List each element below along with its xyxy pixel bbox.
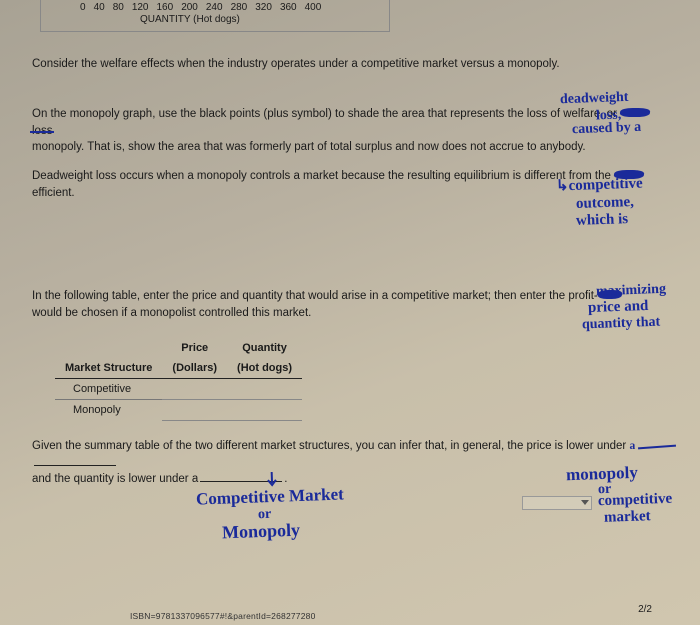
hand-answer1-b: Monopoly: [222, 521, 301, 543]
dropdown[interactable]: [522, 496, 592, 510]
col-structure: Market Structure: [55, 358, 162, 379]
table-row: Monopoly: [55, 400, 302, 421]
input-cell[interactable]: [227, 400, 302, 421]
blank-1[interactable]: [34, 465, 116, 466]
hand-whichis: which is: [576, 212, 629, 230]
hand-answer2-c: market: [604, 509, 651, 526]
hand-competitive: ↳competitive: [556, 176, 643, 195]
col-price: Price: [162, 338, 227, 358]
hand-answer2-a: monopoly: [566, 464, 638, 484]
hand-outcome: outcome,: [576, 195, 634, 213]
col-qty-unit: (Hot dogs): [227, 358, 302, 379]
input-cell[interactable]: [227, 379, 302, 400]
table-row: Competitive: [55, 379, 302, 400]
paragraph-monopoly-graph: On the monopoly graph, use the black poi…: [32, 106, 652, 156]
market-table: Price Quantity Market Structure (Dollars…: [55, 338, 302, 421]
hand-price-and: price and: [588, 299, 649, 317]
hand-caused: caused by a: [572, 121, 642, 138]
paragraph-intro: Consider the welfare effects when the in…: [32, 56, 652, 73]
hand-answer2-b: competitive: [598, 492, 673, 510]
chevron-down-icon: [581, 500, 589, 505]
input-cell[interactable]: [162, 379, 227, 400]
hand-deadweight: deadweight: [560, 91, 629, 108]
x-axis-ticks: 04080120160200240280320360400: [80, 2, 329, 13]
hand-maximizing: maximizing: [596, 283, 666, 300]
scribble-icon: [619, 108, 650, 117]
paragraph-summary: Given the summary table of the two diffe…: [32, 438, 652, 488]
hand-quantity-that: quantity that: [582, 316, 661, 333]
hand-letter-a: a: [629, 440, 635, 452]
col-qty: Quantity: [227, 338, 302, 358]
hand-answer1-a: Competitive Market: [196, 485, 344, 508]
x-axis-label: QUANTITY (Hot dogs): [140, 14, 240, 25]
input-cell[interactable]: [162, 400, 227, 421]
col-price-unit: (Dollars): [162, 358, 227, 379]
struck-word: loss: [32, 125, 52, 137]
page-number: 2/2: [638, 604, 652, 615]
footer-isbn: ISBN=9781337096577#!&parentId=268277280: [130, 611, 316, 621]
paragraph-table-intro: In the following table, enter the price …: [32, 288, 652, 321]
